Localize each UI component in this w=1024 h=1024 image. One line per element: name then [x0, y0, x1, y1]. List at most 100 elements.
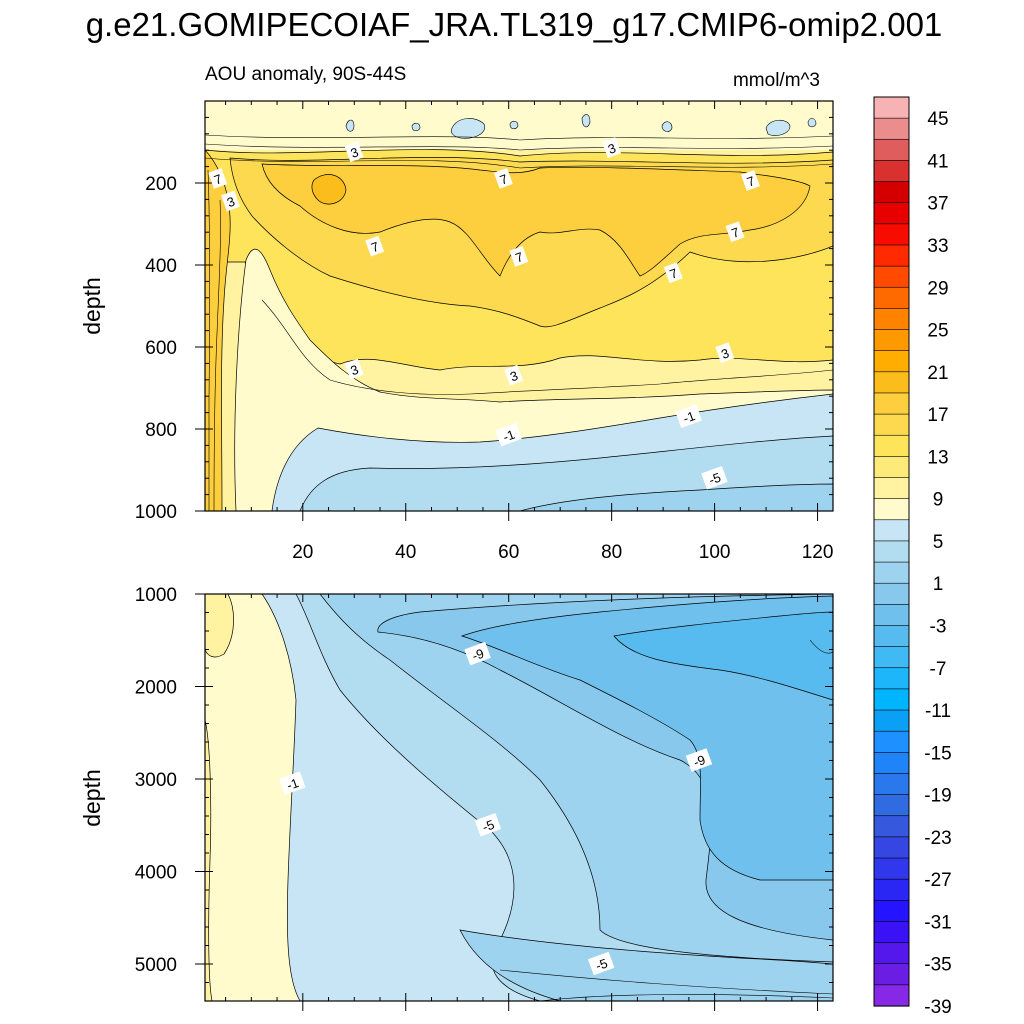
colorbar-swatch: [873, 730, 910, 753]
colorbar-label: 13: [927, 447, 948, 468]
colorbar-label: -39: [924, 997, 951, 1018]
colorbar-label: 25: [927, 321, 948, 342]
colorbar-swatch: [873, 181, 910, 204]
lower-region-bottom-band: [459, 929, 833, 1001]
colorbar-label: 33: [927, 236, 948, 257]
contour-label: -1: [495, 422, 522, 447]
contour-label-text: -5: [594, 955, 610, 973]
y-tick-label: 2000: [135, 678, 177, 699]
contour-label-box: [701, 465, 728, 490]
colorbar-label: 17: [927, 405, 948, 426]
contour-label-box: [493, 168, 513, 189]
colorbar-label: 45: [927, 109, 948, 130]
contour-label-box: [601, 137, 621, 159]
figure-title: g.e21.GOMIPECOIAF_JRA.TL319_g17.CMIP6-om…: [86, 6, 943, 43]
contour-label-text: 7: [668, 265, 680, 282]
colorbar-swatch: [873, 519, 910, 542]
colorbar-swatch: [873, 413, 910, 436]
lower-region-left-warm: [205, 594, 234, 1001]
contour-label-text: 3: [606, 140, 618, 157]
contour-label-text: -1: [501, 427, 517, 445]
contour-label-box: [279, 771, 306, 795]
contour-label-box: [344, 141, 364, 163]
colorbar-label: -19: [924, 786, 951, 807]
colorbar-swatch: [873, 667, 910, 690]
contour-label: 7: [493, 168, 513, 189]
x-tick-label: 20: [292, 542, 313, 563]
colorbar-swatch: [873, 371, 910, 394]
colorbar-label: -23: [924, 828, 951, 849]
contour-label: 7: [365, 235, 385, 257]
upper-region-blue-patches: [345, 114, 817, 139]
upper-region-top-pale: [205, 101, 833, 150]
contour-label-text: 7: [212, 171, 224, 188]
contour-label-text: -9: [691, 752, 707, 770]
colorbar-swatch: [873, 921, 910, 944]
colorbar-swatch: [873, 434, 910, 457]
colorbar-label: -15: [924, 743, 951, 764]
x-tick-label: 120: [802, 542, 834, 563]
contour-label-text: 3: [508, 368, 520, 385]
contour-label-box: [504, 364, 524, 386]
colorbar-swatch: [873, 963, 910, 986]
colorbar-swatch: [873, 96, 910, 119]
y-tick-label: 400: [145, 256, 177, 277]
colorbar-label: 9: [933, 490, 944, 511]
upper-ylabel: depth: [79, 277, 105, 335]
upper-region-level7: [261, 163, 811, 277]
contour-label-text: -1: [681, 408, 697, 426]
colorbar-swatch: [873, 223, 910, 246]
contour-label-text: -1: [285, 775, 301, 793]
x-tick-label: 60: [498, 542, 519, 563]
colorbar-swatch: [873, 308, 910, 331]
colorbar-swatch: [873, 286, 910, 309]
contour-label-box: [495, 422, 522, 447]
contour-label-text: -5: [707, 470, 723, 488]
colorbar-swatch: [873, 477, 910, 500]
contour-label-text: 7: [745, 173, 757, 190]
colorbar-swatch: [873, 878, 910, 901]
colorbar-swatch: [873, 160, 910, 183]
contour-label: 3: [715, 342, 735, 364]
y-tick-label: 200: [145, 174, 177, 195]
contour-label: 7: [208, 168, 228, 189]
upper-panel: [205, 101, 833, 511]
contour-label: -1: [675, 404, 702, 428]
colorbar-label: -7: [930, 659, 947, 680]
upper-region-core: [311, 174, 347, 205]
colorbar-label: 41: [927, 151, 948, 172]
colorbar-swatch: [873, 942, 910, 965]
colorbar-swatch: [873, 138, 910, 162]
contour-label-box: [344, 358, 364, 380]
contour-label-box: [208, 168, 228, 189]
contour-label: 3: [504, 364, 524, 386]
y-tick-label: 5000: [135, 955, 177, 976]
colorbar-swatch: [873, 540, 910, 563]
contour-label-text: 7: [498, 171, 510, 188]
contour-label: -9: [464, 641, 491, 666]
contour-label-text: -9: [470, 646, 486, 664]
contour-label: 7: [509, 245, 529, 267]
contour-label: -9: [685, 748, 713, 772]
colorbar-label: -3: [930, 616, 947, 637]
contour-label-text: 7: [369, 239, 381, 256]
colorbar-swatch: [873, 244, 910, 267]
contour-label: 7: [740, 170, 760, 191]
contour-label: 3: [601, 137, 621, 159]
colorbar-swatch: [873, 836, 910, 859]
lower-contour-lines: [499, 639, 833, 1001]
lower-panel: [205, 594, 833, 1001]
colorbar-label: -35: [924, 955, 951, 976]
contour-label-text: 7: [729, 224, 741, 241]
upper-contour-lines: [205, 134, 833, 511]
contour-label: 7: [663, 262, 683, 284]
colorbar-swatch: [873, 815, 910, 838]
colorbar-swatch: [873, 498, 910, 521]
colorbar-label: 1: [933, 574, 944, 595]
contour-label-box: [715, 342, 735, 364]
contour-label-text: 7: [513, 249, 525, 266]
colorbar-label: -27: [924, 870, 951, 891]
colorbar-swatch: [873, 794, 910, 817]
colorbar-swatch: [873, 392, 910, 415]
